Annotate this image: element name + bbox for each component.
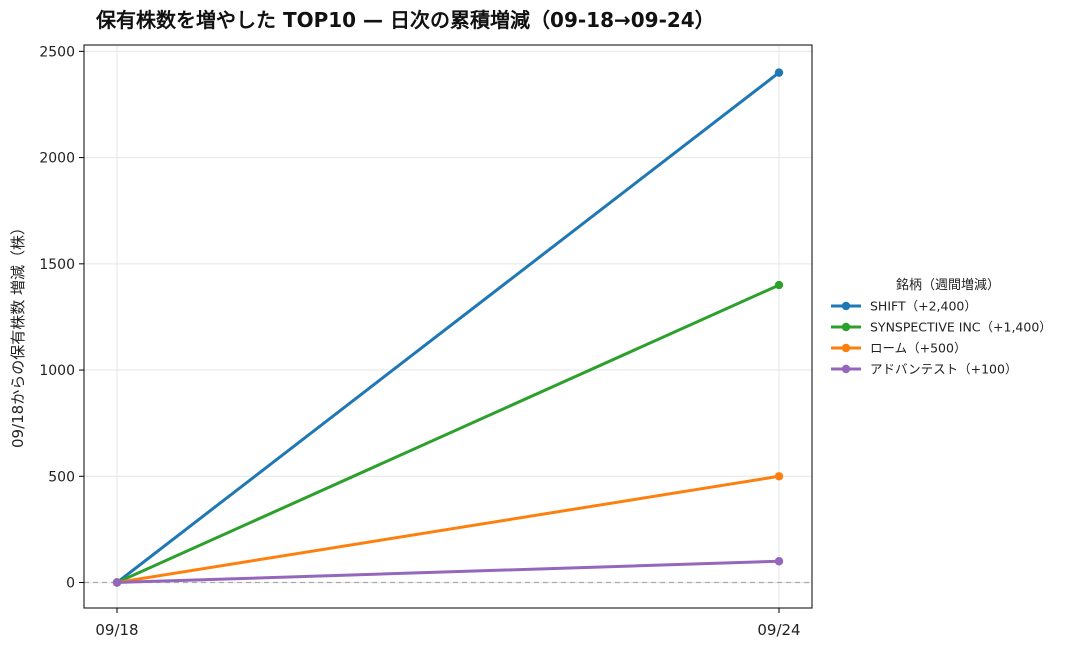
y-tick-label: 1000 bbox=[39, 363, 75, 379]
data-point bbox=[774, 68, 784, 77]
y-tick-label: 500 bbox=[48, 469, 75, 485]
x-axis-ticks: 09/18 09/24 bbox=[95, 608, 801, 639]
chart-title: 保有株数を増やした TOP10 — 日次の累積増減（09-18→09-24） bbox=[95, 8, 715, 32]
legend-label: ローム（+500） bbox=[870, 341, 966, 356]
data-point bbox=[774, 557, 784, 566]
legend-items: SHIFT（+2,400） SYNSPECTIVE INC（+1,400） ローム（… bbox=[831, 299, 1052, 377]
y-tick-label: 2000 bbox=[39, 151, 75, 167]
legend-label: SHIFT（+2,400） bbox=[870, 299, 977, 314]
y-tick-label: 2500 bbox=[39, 44, 75, 60]
legend: 銘柄（週間増減） SHIFT（+2,400） SYNSPECTIVE INC（+1… bbox=[831, 277, 1052, 377]
grid bbox=[84, 45, 812, 608]
x-tick-label: 09/24 bbox=[757, 621, 800, 639]
data-point bbox=[112, 578, 122, 587]
data-point bbox=[774, 472, 784, 481]
legend-title: 銘柄（週間増減） bbox=[896, 277, 1000, 293]
y-tick-label: 1500 bbox=[39, 257, 75, 273]
series-line bbox=[115, 474, 781, 585]
legend-label: SYNSPECTIVE INC（+1,400） bbox=[870, 320, 1052, 335]
series-3 bbox=[112, 472, 784, 587]
series-lines bbox=[112, 68, 784, 587]
legend-swatch-marker bbox=[841, 301, 851, 311]
legend-item: SHIFT（+2,400） bbox=[831, 299, 977, 314]
legend-item: アドバンテスト（+100） bbox=[831, 362, 1017, 377]
series-line bbox=[115, 71, 781, 585]
y-tick-label: 0 bbox=[66, 576, 75, 592]
legend-swatch-marker bbox=[841, 322, 851, 332]
x-tick-label: 09/18 bbox=[95, 621, 138, 639]
legend-swatch-marker bbox=[841, 343, 851, 353]
data-point bbox=[774, 280, 784, 290]
series-4 bbox=[112, 557, 784, 587]
legend-item: ローム（+500） bbox=[831, 341, 966, 356]
y-axis-ticks: 0 500 1000 1500 2000 2500 bbox=[39, 44, 84, 592]
y-axis-label: 09/18からの保有株数 増減（株） bbox=[9, 220, 27, 448]
legend-swatch-marker bbox=[841, 364, 851, 374]
plot-frame bbox=[83, 44, 813, 609]
legend-label: アドバンテスト（+100） bbox=[870, 362, 1017, 377]
legend-item: SYNSPECTIVE INC（+1,400） bbox=[831, 320, 1052, 335]
series-line bbox=[115, 283, 781, 585]
series-line bbox=[115, 559, 781, 585]
